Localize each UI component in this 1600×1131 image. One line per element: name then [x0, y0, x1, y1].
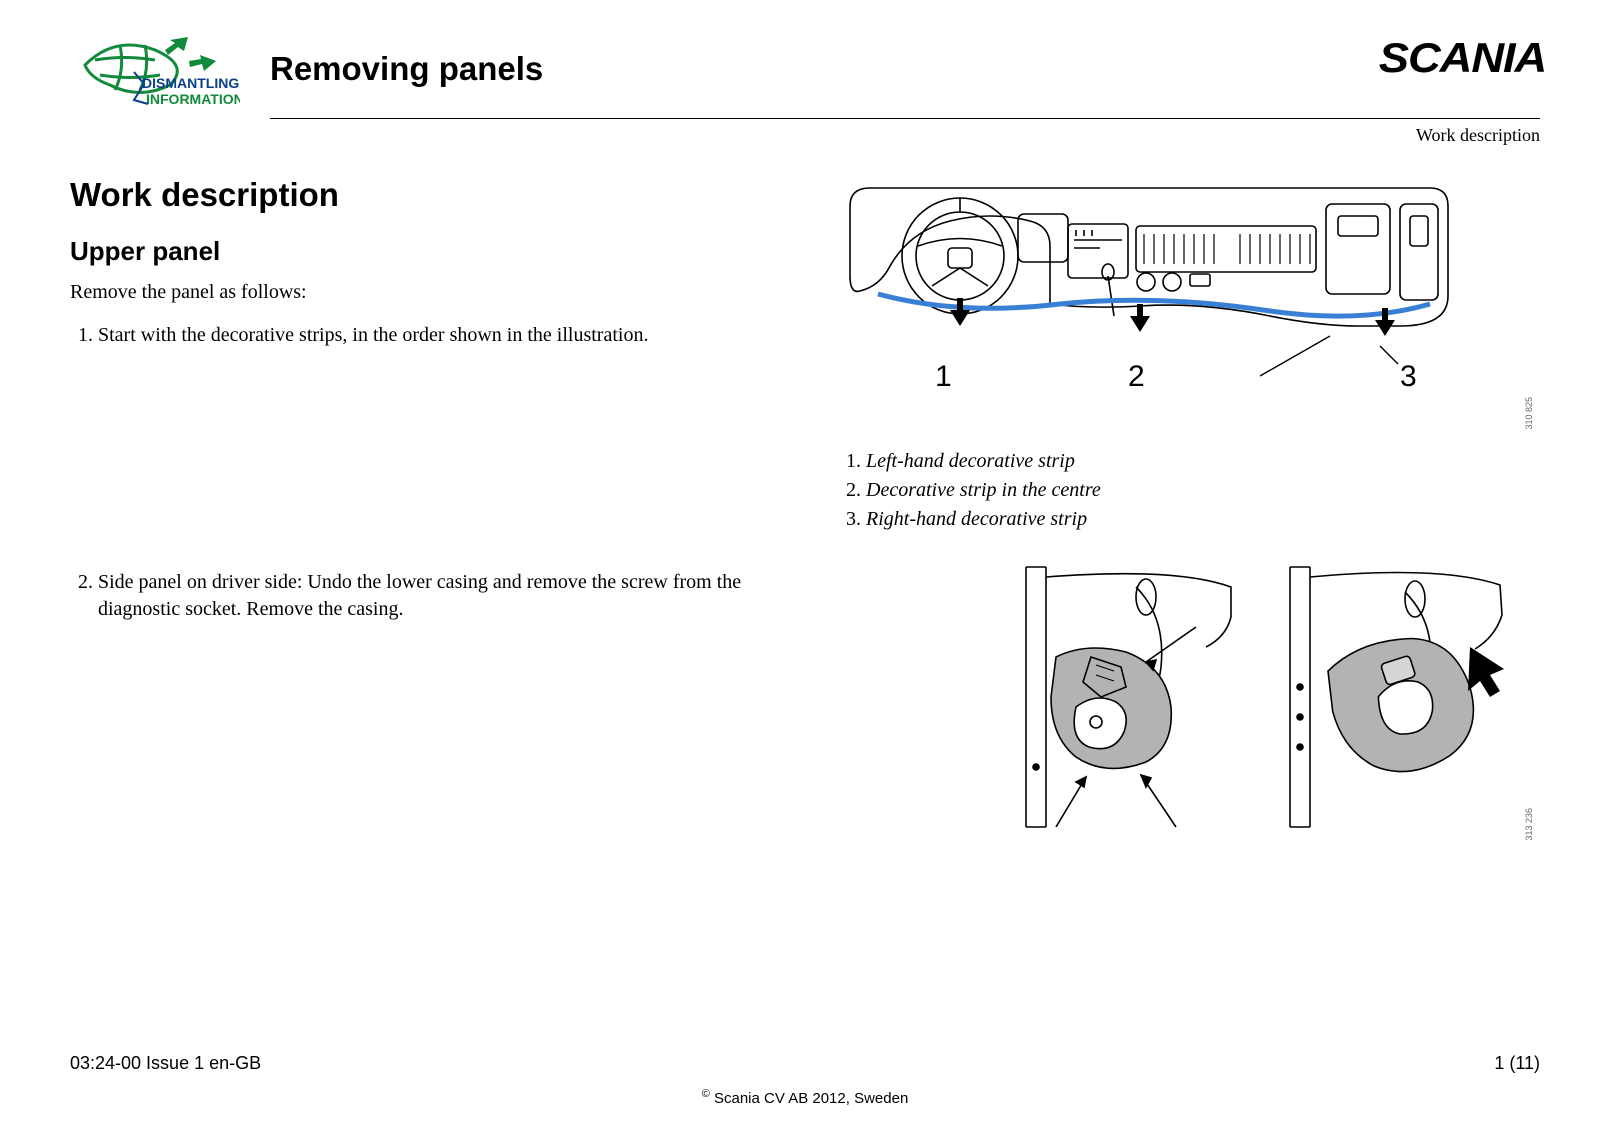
footer-copyright: © Scania CV AB 2012, Sweden — [70, 1088, 1540, 1107]
header-rule — [270, 118, 1540, 119]
legend-item-3: Right-hand decorative strip — [866, 508, 1520, 531]
figure-side-panel-right: 313 236 — [1270, 557, 1520, 847]
header-left-group: DISMANTLING INFORMATION Removing panels — [70, 30, 543, 110]
step-2: Side panel on driver side: Undo the lowe… — [98, 569, 810, 623]
left-column: Work description Upper panel Remove the … — [70, 176, 810, 847]
figure1-legend: Left-hand decorative strip Decorative st… — [840, 450, 1520, 531]
figure-side-panel-left — [996, 557, 1246, 847]
footer-left: 03:24-00 Issue 1 en-GB — [70, 1053, 261, 1074]
figure-side-panels: 313 236 — [840, 557, 1520, 847]
document-title: Removing panels — [270, 50, 543, 88]
figure2-id: 313 236 — [1524, 808, 1534, 841]
scania-wordmark: SCANIA — [1379, 34, 1546, 82]
logo-text-line2: INFORMATION — [146, 91, 240, 107]
page-header: DISMANTLING INFORMATION Removing panels … — [70, 30, 1540, 110]
logo-text-line1: DISMANTLING — [142, 75, 239, 91]
header-right-label: Work description — [70, 125, 1540, 146]
scania-logo: SCANIA — [1310, 30, 1540, 85]
page-footer: 03:24-00 Issue 1 en-GB 1 (11) © Scania C… — [70, 1053, 1540, 1107]
right-column: 1 2 3 310 825 Left-hand decorative strip… — [840, 176, 1520, 847]
copyright-symbol: © — [702, 1088, 710, 1100]
footer-right: 1 (11) — [1494, 1053, 1540, 1074]
fig1-label-1: 1 — [935, 360, 952, 393]
figure1-id: 310 825 — [1524, 397, 1534, 430]
dismantling-info-logo: DISMANTLING INFORMATION — [70, 30, 240, 110]
steps-list: Start with the decorative strips, in the… — [70, 322, 810, 623]
step-1: Start with the decorative strips, in the… — [98, 322, 810, 349]
fig1-label-2: 2 — [1128, 360, 1145, 393]
copyright-text: Scania CV AB 2012, Sweden — [714, 1090, 908, 1107]
fig1-label-3: 3 — [1400, 360, 1417, 393]
intro-text: Remove the panel as follows: — [70, 281, 810, 304]
figure-dashboard: 1 2 3 310 825 — [840, 176, 1520, 436]
legend-item-1: Left-hand decorative strip — [866, 450, 1520, 473]
section-heading-1: Work description — [70, 176, 810, 214]
section-heading-2: Upper panel — [70, 236, 810, 267]
legend-item-2: Decorative strip in the centre — [866, 479, 1520, 502]
content-body: Work description Upper panel Remove the … — [70, 176, 1540, 847]
